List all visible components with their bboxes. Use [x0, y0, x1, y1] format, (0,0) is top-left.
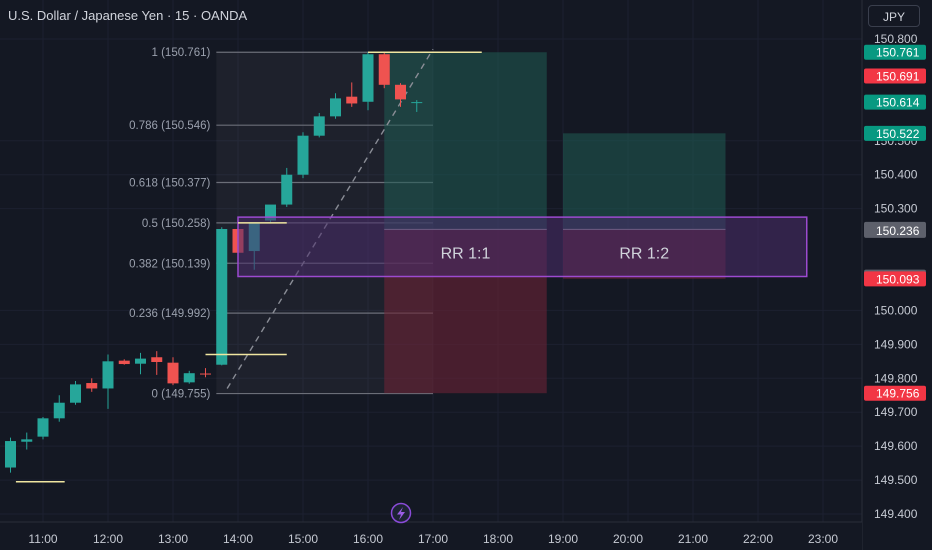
time-tick-label: 16:00 [353, 532, 383, 546]
price-tick-label: 149.600 [874, 439, 918, 453]
position-rr-label: RR 1:1 [441, 245, 491, 262]
candle-body [346, 96, 358, 104]
candle-body [135, 358, 146, 364]
time-tick-label: 11:00 [28, 532, 57, 546]
price-tick-label: 150.000 [874, 303, 918, 317]
candle-body [37, 418, 49, 437]
fib-level-label: 0.786 (150.546) [129, 120, 210, 132]
time-tick-label: 18:00 [483, 532, 513, 546]
price-tick-label: 149.900 [874, 337, 918, 351]
price-badge-label: 150.614 [876, 96, 920, 110]
candle-body [378, 54, 390, 85]
candle-body [118, 360, 130, 365]
fib-level-label: 0 (149.755) [152, 389, 211, 401]
price-tick-label: 149.800 [874, 371, 918, 385]
position-target-zone[interactable] [563, 133, 726, 230]
candle-body [411, 102, 423, 104]
candle-body [102, 361, 114, 389]
price-tick-label: 150.400 [874, 168, 918, 182]
time-tick-label: 14:00 [223, 532, 253, 546]
currency-button[interactable]: JPY [868, 5, 920, 27]
symbol-title: U.S. Dollar / Japanese Yen · 15 · OANDA [8, 8, 248, 23]
price-badge-label: 150.691 [876, 69, 920, 83]
time-tick-label: 15:00 [288, 532, 318, 546]
time-axis[interactable]: 11:00 12:00 13:00 14:00 15:00 16:00 17:00 18:00… [0, 521, 862, 550]
price-badge-label: 149.756 [876, 387, 920, 401]
candle-body [86, 383, 98, 389]
price-badge-label: 150.522 [876, 127, 920, 141]
candle-body [53, 402, 65, 419]
price-badge-label: 150.236 [876, 224, 920, 238]
fib-level-label: 0.5 (150.258) [142, 218, 211, 230]
time-tick-label: 19:00 [548, 532, 578, 546]
replay-icon-layer[interactable] [390, 502, 412, 524]
price-badge[interactable] [864, 94, 926, 110]
price-tick-label: 150.800 [874, 32, 918, 46]
price-tick-label: 149.400 [874, 507, 918, 521]
price-badge[interactable] [864, 222, 926, 238]
price-tick-label: 150.300 [874, 202, 918, 216]
lightning-icon-glyph [397, 507, 405, 520]
candle-body [330, 98, 341, 117]
fib-level-label: 0.382 (150.139) [129, 258, 210, 270]
price-badge-label: 150.093 [876, 272, 920, 286]
candle-body [216, 229, 228, 365]
price-tick-label: 149.500 [874, 473, 918, 487]
time-tick-label: 13:00 [158, 532, 188, 546]
candle-body [151, 357, 163, 362]
time-tick-label: 12:00 [93, 532, 123, 546]
candle-body [21, 439, 33, 442]
price-badge-label: 150.761 [876, 46, 920, 60]
candle-body [313, 116, 325, 136]
time-tick-label: 22:00 [743, 532, 773, 546]
price-badge[interactable] [864, 44, 926, 60]
candle-body [167, 362, 179, 384]
price-badge[interactable] [864, 271, 926, 287]
price-badge[interactable] [864, 68, 926, 84]
price-badge[interactable] [864, 385, 926, 401]
candle-body [362, 54, 374, 102]
fib-level-label: 0.618 (150.377) [129, 178, 210, 190]
candle-body [70, 384, 81, 403]
position-target-zone[interactable] [384, 52, 547, 230]
price-axis[interactable]: 149.400 149.500 149.600 149.700 149.800 149.9… [861, 0, 932, 550]
price-badge[interactable] [864, 125, 926, 141]
fib-level-label: 0.236 (149.992) [129, 308, 210, 320]
candle-body [395, 84, 406, 100]
time-tick-label: 20:00 [613, 532, 643, 546]
price-tick-label: 149.700 [874, 405, 918, 419]
candle-body [281, 174, 293, 205]
candle-body [5, 441, 16, 468]
candle-body [183, 373, 195, 383]
time-tick-label: 17:00 [418, 532, 448, 546]
overlay-layer[interactable]: RR 1:1 RR 1:2 [15, 51, 808, 483]
time-axis-background [0, 522, 862, 550]
supply-zone-rect[interactable] [237, 216, 808, 278]
time-tick-label: 21:00 [678, 532, 708, 546]
candle-body [200, 373, 211, 375]
candle-body [297, 135, 309, 175]
time-tick-label: 23:00 [808, 532, 838, 546]
fib-level-label: 1 (150.761) [152, 47, 211, 59]
candle-body [265, 204, 276, 221]
position-rr-label: RR 1:2 [619, 245, 669, 262]
